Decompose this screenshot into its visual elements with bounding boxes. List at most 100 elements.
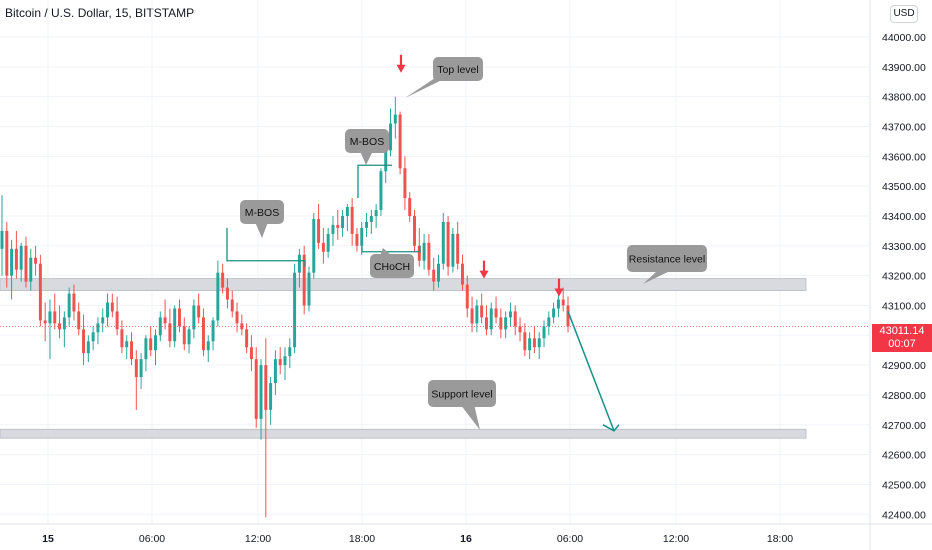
candle-body <box>566 305 570 327</box>
candle-body <box>556 299 560 309</box>
candle-body <box>528 338 532 351</box>
candle-body <box>408 198 412 216</box>
callout-tail <box>255 222 268 238</box>
candle-body <box>158 317 162 336</box>
candle-body <box>154 335 157 351</box>
choch-line <box>361 245 421 253</box>
x-tick-label: 18:00 <box>349 533 375 545</box>
candle-body <box>0 230 4 249</box>
candle-body <box>110 302 114 312</box>
candle-body <box>513 311 517 327</box>
candle-body <box>264 365 268 410</box>
candle-body <box>552 308 556 318</box>
candle-body <box>345 207 349 216</box>
callout-tail <box>643 270 672 284</box>
candle-body <box>441 221 445 264</box>
candle-body <box>67 293 71 318</box>
candle-body <box>312 218 316 273</box>
candle-body <box>456 233 460 264</box>
candle-body <box>134 359 138 378</box>
candle-body <box>38 263 42 321</box>
callout-tail <box>360 151 373 165</box>
candle-body <box>427 242 431 270</box>
callout-box <box>370 254 414 278</box>
level-zone <box>0 278 807 291</box>
candle-body <box>240 323 244 330</box>
x-tick-label: 06:00 <box>557 533 583 545</box>
candle-body <box>393 114 397 124</box>
candle-body <box>413 215 416 246</box>
candle-body <box>374 210 378 216</box>
candle-body <box>384 150 388 172</box>
candle-body <box>58 323 62 330</box>
y-tick-label: 42700.00 <box>882 420 926 432</box>
candle-body <box>235 311 239 324</box>
candle-body <box>173 308 177 342</box>
candle-body <box>470 308 474 324</box>
y-tick-label: 43100.00 <box>882 300 926 312</box>
projection-arrowhead <box>602 424 620 432</box>
candle-body <box>422 242 426 261</box>
candle-body <box>432 269 436 282</box>
candle-body <box>24 245 28 282</box>
candle-body <box>446 221 450 267</box>
candle-body <box>245 329 249 348</box>
candle-body <box>273 359 277 384</box>
candle-body <box>19 245 23 270</box>
candle-body <box>460 263 464 285</box>
callout-label: Support level <box>431 389 492 401</box>
candle-body <box>417 245 421 261</box>
candle-body <box>523 332 527 351</box>
candle-body <box>29 257 33 282</box>
candle-body <box>249 347 253 360</box>
candle-body <box>451 233 455 267</box>
callout-tail <box>405 76 450 98</box>
candle-body <box>398 114 402 169</box>
x-tick-label: 18:00 <box>767 533 793 545</box>
callout-box <box>433 57 483 81</box>
candle-body <box>288 347 292 357</box>
candle-body <box>475 305 479 324</box>
currency-button[interactable]: USD <box>890 5 918 23</box>
candle-body <box>77 311 81 330</box>
candle-body <box>5 230 9 276</box>
y-tick-label: 42800.00 <box>882 390 926 402</box>
candle-body <box>144 338 148 360</box>
candle-body <box>537 338 541 348</box>
candle-body <box>182 326 186 345</box>
y-tick-label: 44000.00 <box>882 32 926 44</box>
candle-body <box>62 317 66 330</box>
candles <box>0 96 570 518</box>
candle-body <box>168 323 172 342</box>
projection-arrow <box>567 311 615 432</box>
candle-body <box>115 311 119 330</box>
y-tick-label: 42600.00 <box>882 450 926 462</box>
candle-body <box>389 123 393 151</box>
callout-label: M-BOS <box>350 136 384 148</box>
x-tick-label: 16 <box>460 533 472 545</box>
candle-body <box>499 317 503 330</box>
candle-body <box>321 242 325 252</box>
symbol-title[interactable]: Bitcoin / U.S. Dollar, 15, BITSTAMP <box>5 6 195 20</box>
candle-body <box>360 227 364 246</box>
y-tick-label: 42400.00 <box>882 509 926 521</box>
candle-body <box>101 317 105 324</box>
candle-body <box>365 221 369 228</box>
candle-body <box>197 305 201 318</box>
annotations: M-BOS M-BOS CHoCH Top level Resistance level… <box>0 54 870 432</box>
candle-body <box>225 287 229 300</box>
candle-body <box>187 329 191 345</box>
candle-body <box>297 254 301 273</box>
candle-body <box>125 341 129 348</box>
callout-box <box>240 200 284 224</box>
y-tick-label: 43400.00 <box>882 211 926 223</box>
candle-body <box>403 168 407 199</box>
candle-body <box>72 293 76 312</box>
candle-body <box>355 233 359 246</box>
y-tick-label: 43500.00 <box>882 181 926 193</box>
candle-body <box>350 207 354 234</box>
candle-body <box>259 365 263 419</box>
candle-body <box>336 224 340 228</box>
